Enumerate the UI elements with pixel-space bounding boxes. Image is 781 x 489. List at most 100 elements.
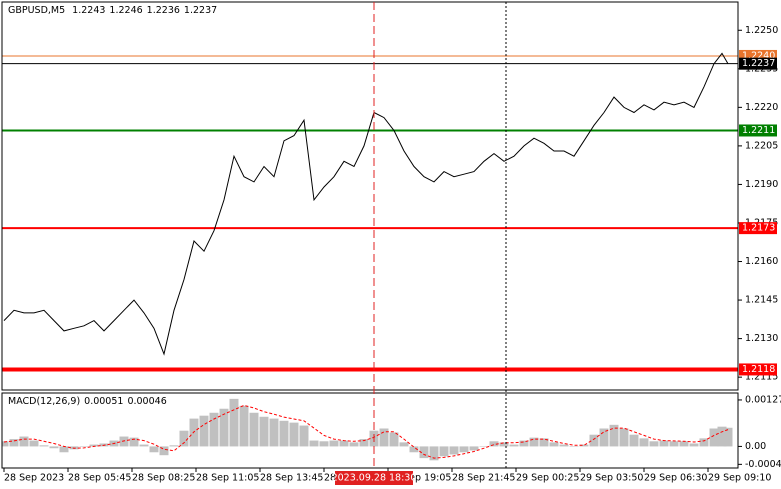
histogram-bar [509, 444, 519, 447]
time-label: 2023.09.28 18:30 [332, 473, 417, 484]
histogram-bar [9, 439, 19, 447]
y-tick-label: 1.2205 [745, 140, 778, 151]
histogram-bar [699, 438, 709, 447]
macd-frame [1, 392, 739, 469]
histogram-bar [359, 439, 369, 447]
histogram-bar [389, 432, 399, 447]
histogram-bar [449, 446, 459, 455]
histogram-bar [599, 428, 609, 447]
histogram-bar [2, 441, 9, 447]
histogram-bar [519, 440, 529, 447]
histogram-bar [489, 441, 499, 447]
histogram-bar [549, 442, 559, 447]
histogram-bar [59, 446, 69, 453]
y-tick-label: 1.2115 [745, 372, 778, 383]
ohlc-value: 1.2246 [109, 5, 142, 16]
level-label: 1.2211 [742, 125, 775, 136]
price-line [3, 52, 729, 356]
histogram-bar [89, 444, 99, 447]
histogram-bar [659, 440, 669, 447]
histogram-bar [717, 426, 727, 447]
histogram-bar [199, 415, 209, 447]
level-label: 1.2237 [742, 58, 775, 69]
macd-panel [2, 398, 733, 461]
histogram-bar [229, 398, 239, 447]
chart-title: GBPUSD,M5 1.2243 1.2246 1.2236 1.2237 [8, 5, 217, 16]
histogram-bar [149, 446, 159, 453]
x-tick-label: 28 Sep 05:45 [68, 473, 131, 484]
histogram-bar [679, 441, 689, 447]
histogram-bar [609, 424, 619, 447]
y-tick-label: 0.00127 [745, 394, 781, 405]
level-label: 1.2118 [742, 364, 775, 375]
histogram-bar [129, 437, 139, 447]
histogram-bar [629, 434, 639, 447]
x-tick-label: 28 Sep 08:25 [132, 473, 195, 484]
histogram-bar [159, 446, 169, 456]
histogram-bar [579, 444, 589, 447]
x-tick-label: 28 Sep 21:45 [452, 473, 515, 484]
histogram-bar [539, 438, 549, 447]
histogram-bar [19, 436, 29, 447]
histogram-bar [219, 408, 229, 447]
histogram-bar [723, 427, 733, 447]
ohlc-value: 1.2243 [72, 5, 105, 16]
histogram-bar [459, 446, 469, 453]
time-label-box [335, 471, 413, 485]
macd-title: MACD(12,26,9) 0.00051 0.00046 [8, 396, 167, 407]
level-label-box [739, 57, 777, 70]
histogram-bar [559, 444, 569, 447]
y-tick-label: -0.00049 [745, 459, 781, 470]
indicator-value: 0.00046 [127, 396, 166, 407]
indicator-name: MACD(12,26,9) [8, 396, 80, 407]
histogram-bar [429, 446, 439, 461]
y-tick-label: 1.2220 [745, 102, 778, 113]
level-label-box [739, 222, 777, 235]
x-tick-label: 29 Sep 06:30 [644, 473, 707, 484]
histogram-bar [499, 442, 509, 447]
y-tick-label: 1.2190 [745, 179, 778, 190]
histogram-bar [469, 446, 479, 451]
x-tick-label: 29 Sep 03:50 [580, 473, 643, 484]
y-tick-label: 0.00 [745, 441, 766, 452]
price-panel [2, 52, 738, 372]
histogram-bar [309, 440, 319, 447]
y-tick-label: 1.2160 [745, 256, 778, 267]
y-tick-label: 1.2250 [745, 25, 778, 36]
x-tick-label: 28 Sep 2023 [4, 473, 64, 484]
histogram-bar [669, 441, 679, 447]
histogram-bar [249, 412, 259, 447]
histogram-bar [299, 425, 309, 447]
histogram-bar [479, 446, 489, 447]
signal-line [3, 404, 729, 459]
x-tick-label: 28 Sep 13:45 [260, 473, 323, 484]
histogram-bar [179, 430, 189, 447]
price-frame [1, 1, 739, 391]
histogram-bar [279, 420, 289, 447]
histogram-bar [39, 445, 49, 447]
y-tick-label: 1.2145 [745, 295, 778, 306]
histogram-bar [569, 446, 579, 447]
level-label: 1.2240 [742, 50, 775, 61]
histogram-bar [529, 437, 539, 447]
histogram-bar [169, 445, 179, 447]
histogram-bar [709, 428, 719, 447]
histogram-bar [49, 446, 59, 449]
histogram-bar [139, 444, 149, 447]
histogram-bar [639, 438, 649, 447]
ohlc-value: 1.2237 [184, 5, 217, 16]
histogram-bar [339, 440, 349, 447]
indicator-value: 0.00051 [84, 396, 123, 407]
histogram-bar [259, 416, 269, 447]
histogram-bar [379, 428, 389, 447]
histogram-bar [119, 436, 129, 447]
histogram-bar [409, 446, 419, 453]
histogram-bar [689, 443, 699, 447]
level-label-box [739, 124, 777, 137]
histogram-bar [239, 405, 249, 447]
histogram-bar [289, 422, 299, 447]
x-tick-label: 29 Sep 09:10 [708, 473, 771, 484]
histogram-bar [649, 441, 659, 447]
